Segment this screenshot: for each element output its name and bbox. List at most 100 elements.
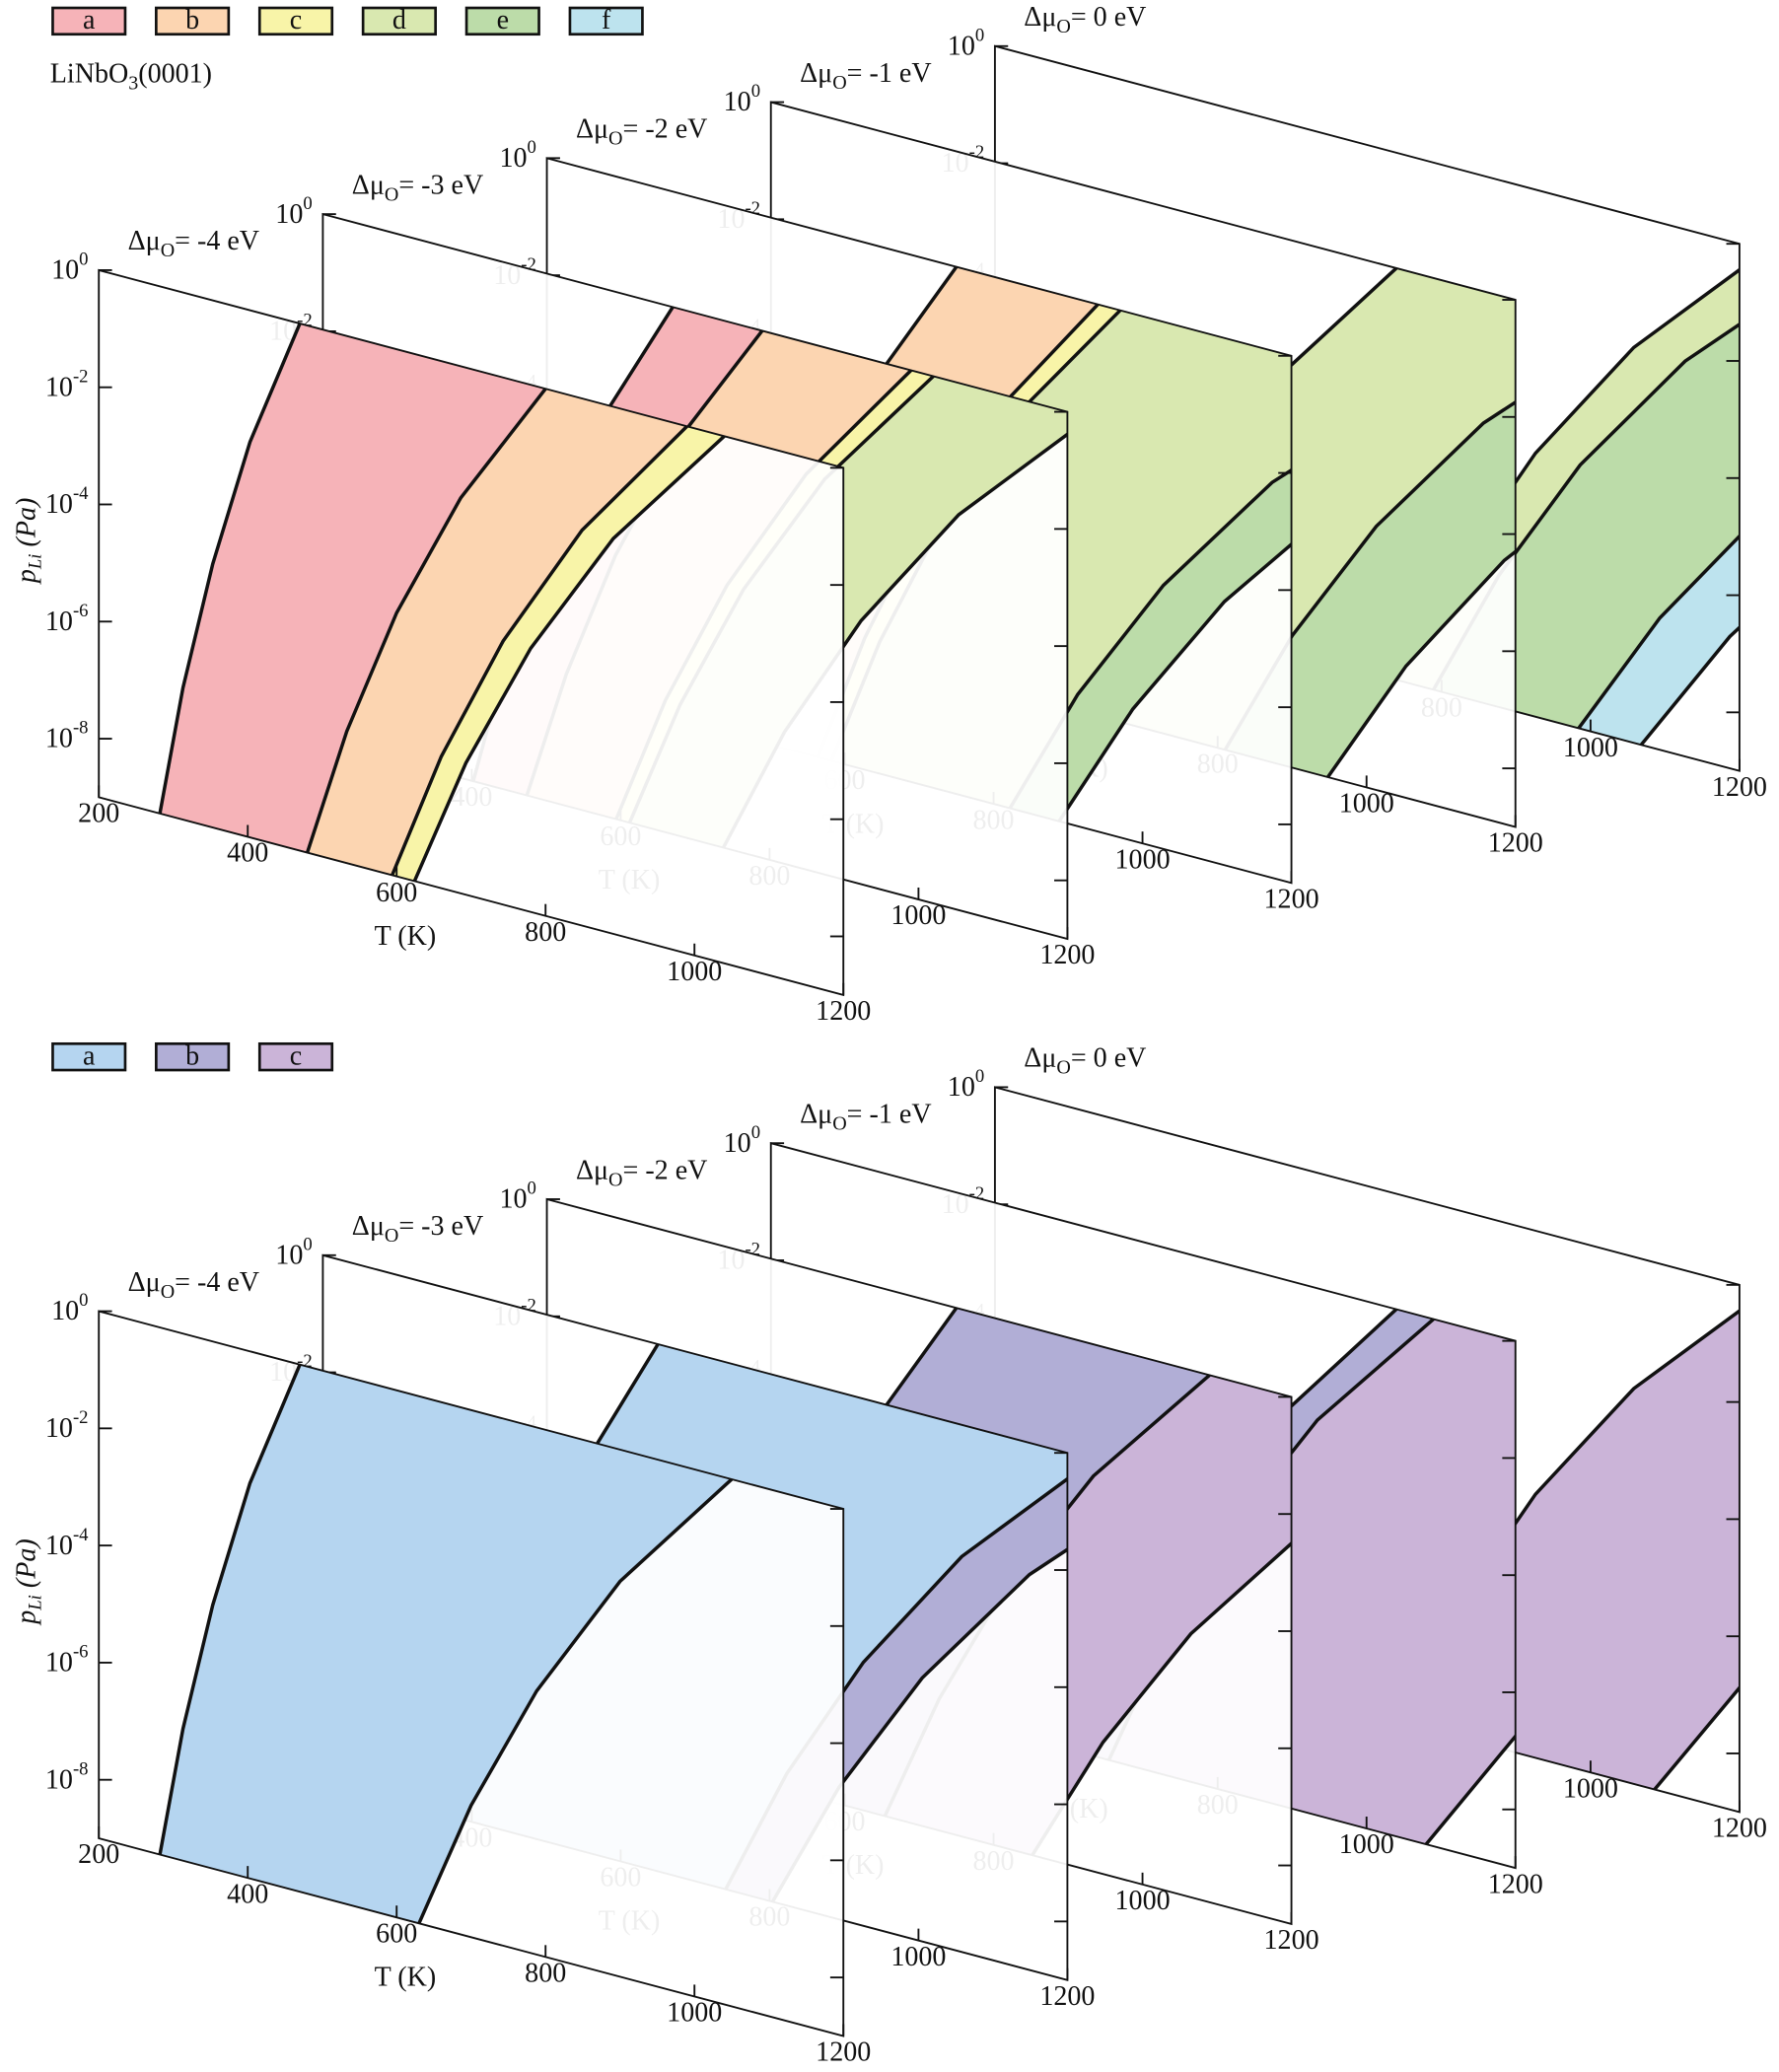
plane-label: ΔμO= -3 eV: [352, 171, 483, 205]
plane-label-sub: O: [832, 1112, 846, 1134]
y-axis-title: pLi (Pa): [12, 498, 46, 585]
phase-boundary: [1653, 1403, 1740, 1791]
phase-region: [1108, 1319, 1516, 1845]
y-tick-label: 10-2: [45, 367, 89, 403]
plane-label-rest: = -4 eV: [175, 227, 259, 257]
plane-label-main: Δμ: [128, 1267, 161, 1298]
plane-label-sub: O: [608, 127, 622, 149]
plane-label: ΔμO= -4 eV: [128, 1267, 259, 1302]
y-tick-base: 10: [45, 1648, 73, 1679]
y-tick-exp: 0: [528, 1179, 536, 1199]
panel-title-rest: (0001): [138, 59, 212, 90]
x-tick-label: 1000: [890, 1942, 946, 1972]
y-tick-base: 10: [499, 1184, 527, 1215]
y-axis-title: pLi (Pa): [12, 1538, 46, 1625]
x-tick-label: 1200: [1712, 772, 1767, 803]
y-tick-label: 10-8: [45, 1759, 89, 1796]
x-tick-label: 1200: [1264, 1925, 1319, 1956]
x-tick-label: 1000: [1115, 1886, 1171, 1916]
phase-boundary: [417, 1477, 734, 1924]
y-tick-base: 10: [499, 143, 527, 174]
y-tick-exp: 0: [528, 137, 536, 158]
phase-region: [1433, 266, 1740, 729]
y-tick-label: 100: [724, 1122, 760, 1159]
plane: 10010-210-410-610-820040060080010001200T…: [45, 227, 871, 1027]
y-tick-label: 100: [724, 82, 760, 118]
y-tick-base: 10: [45, 1413, 73, 1444]
plane-label: ΔμO= -3 eV: [352, 1211, 483, 1246]
x-tick-label: 1200: [1488, 1869, 1543, 1899]
y-tick-exp: 0: [751, 1122, 760, 1143]
y-tick-label: 10-2: [45, 1407, 89, 1444]
x-tick-label: 1200: [1712, 1814, 1767, 1844]
x-axis-title: T (K): [375, 1962, 437, 1992]
x-tick-label: 1000: [667, 957, 722, 987]
y-tick-label: 100: [275, 193, 312, 230]
panel-title: LiNbO3(0001): [50, 59, 212, 94]
plane-label-main: Δμ: [1024, 2, 1056, 33]
y-tick-label: 10-6: [45, 1642, 89, 1679]
plane-label-sub: O: [1056, 1056, 1070, 1078]
plane-label-main: Δμ: [576, 1156, 608, 1186]
y-tick-base: 10: [45, 490, 73, 521]
phase-boundary: [158, 322, 302, 815]
phase-region: [391, 426, 725, 882]
legend-label: a: [83, 1040, 96, 1071]
plane-label-sub: O: [385, 1225, 398, 1247]
plane-label-rest: = -1 eV: [847, 58, 932, 89]
phase-boundary: [1326, 373, 1516, 778]
x-tick-label: 600: [376, 878, 417, 908]
y-axis-title-main: p: [12, 1610, 42, 1626]
y-tick-base: 10: [51, 255, 79, 286]
legend-swatch: [464, 6, 540, 36]
legend-swatch: [257, 1041, 334, 1072]
x-tick-label: 400: [227, 838, 268, 869]
x-tick-label: 1000: [1115, 844, 1171, 875]
panel-title-sub: 3: [128, 72, 138, 94]
x-tick-label: 1000: [1563, 1773, 1618, 1804]
phase-boundary: [1424, 1458, 1516, 1846]
plane-label-sub: O: [161, 1280, 175, 1302]
phase-boundary: [1057, 409, 1292, 822]
x-tick-label: 600: [376, 1918, 417, 1949]
legend-label: b: [185, 5, 199, 36]
x-tick-label: 1200: [1039, 1981, 1095, 2012]
x-tick-label: 1000: [1563, 733, 1618, 763]
phase-region: [160, 323, 546, 853]
y-tick-label: 100: [499, 137, 535, 174]
y-tick-base: 10: [948, 32, 975, 62]
panel-title-main: LiNbO: [50, 59, 128, 90]
plane-label: ΔμO= 0 eV: [1024, 1043, 1146, 1078]
x-tick-label: 1200: [816, 2037, 871, 2068]
legend-swatch: [155, 1041, 231, 1072]
plane-label-rest: = 0 eV: [1071, 2, 1147, 33]
plane-label-rest: = -2 eV: [623, 1156, 708, 1186]
x-tick-label: 1000: [667, 1998, 722, 2029]
plane-label-main: Δμ: [800, 58, 832, 89]
y-tick-exp: 0: [975, 26, 984, 46]
plane-label-sub: O: [832, 71, 846, 93]
y-tick-base: 10: [45, 1531, 73, 1561]
x-tick-label: 1000: [1339, 1829, 1394, 1860]
legend-label: a: [83, 5, 96, 36]
y-tick-exp: -2: [73, 1407, 89, 1428]
x-tick-label: 800: [525, 1958, 566, 1988]
phase-region: [1397, 1291, 1740, 1790]
legend-swatch: [568, 6, 644, 36]
x-axis-title: T (K): [375, 921, 437, 952]
y-tick-exp: -8: [73, 718, 89, 739]
phase-boundary: [391, 425, 688, 877]
x-tick-label: 1200: [1039, 940, 1095, 970]
plane: 10010-210-410-610-820040060080010001200T…: [45, 1267, 871, 2067]
plane-label-rest: = 0 eV: [1071, 1043, 1147, 1074]
x-tick-label: 800: [525, 917, 566, 948]
y-tick-label: 100: [948, 26, 984, 62]
y-tick-exp: 0: [751, 82, 760, 103]
y-tick-exp: 0: [79, 250, 88, 270]
y-tick-label: 10-4: [45, 1525, 89, 1561]
y-axis-title-main: p: [12, 569, 42, 585]
legend-swatch: [257, 6, 334, 36]
phase-boundary: [305, 388, 547, 854]
x-tick-label: 1200: [816, 996, 871, 1027]
